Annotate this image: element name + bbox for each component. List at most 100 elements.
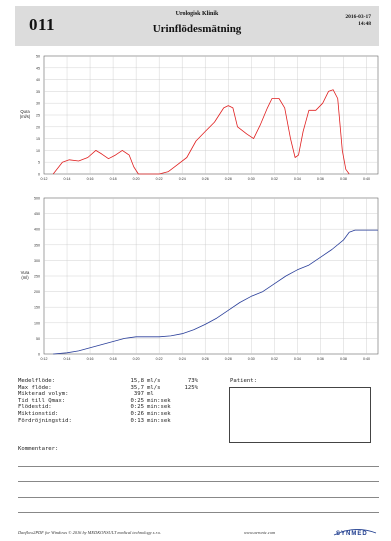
x-tick-label: 0:14 xyxy=(64,357,71,361)
footer-copyright: Danflow2PDF for Windows © 2016 by MEDKON… xyxy=(18,530,162,535)
x-tick-label: 0:32 xyxy=(271,177,278,181)
flow-rate-chart: 0 5 10 15 20 25 30 35 40 45 50 0:12 0:14 0:16 0:18 0:20… xyxy=(20,55,379,181)
x-tick-label: 0:22 xyxy=(156,177,163,181)
y-tick-label: 250 xyxy=(34,275,40,279)
comment-line xyxy=(18,512,379,513)
x-tick-label: 0:14 xyxy=(64,177,71,181)
result-unit: ml xyxy=(147,391,154,398)
y-axis-label: Vura xyxy=(21,270,30,275)
x-tick-label: 0:40 xyxy=(363,177,370,181)
x-tick-label: 0:24 xyxy=(179,177,186,181)
y-tick-label: 100 xyxy=(34,321,40,325)
y-tick-label: 0 xyxy=(38,173,40,177)
y-tick-label: 35 xyxy=(36,90,40,94)
series-line xyxy=(53,229,378,355)
report-time: 14:48 xyxy=(358,21,371,27)
series-line xyxy=(52,89,350,175)
x-tick-label: 0:18 xyxy=(110,357,117,361)
x-tick-label: 0:22 xyxy=(156,357,163,361)
patient-label: Patient: xyxy=(230,378,257,384)
result-value: 0:26 xyxy=(130,410,144,417)
x-tick-label: 0:12 xyxy=(41,357,48,361)
comment-line xyxy=(18,466,379,467)
x-tick-label: 0:16 xyxy=(87,357,94,361)
y-tick-label: 0 xyxy=(38,353,40,357)
x-tick-label: 0:32 xyxy=(271,357,278,361)
x-tick-label: 0:12 xyxy=(41,177,48,181)
y-tick-label: 10 xyxy=(36,149,40,153)
comments-label: Kommentarer: xyxy=(18,446,59,452)
footer-url: www.aeronic.com xyxy=(244,530,276,535)
result-value: 15,8 xyxy=(130,378,144,384)
y-tick-label: 500 xyxy=(34,197,40,201)
y-tick-label: 50 xyxy=(36,337,40,341)
y-tick-label: 40 xyxy=(36,78,40,82)
x-tick-label: 0:38 xyxy=(340,177,347,181)
x-tick-label: 0:26 xyxy=(202,357,209,361)
x-tick-label: 0:24 xyxy=(179,357,186,361)
result-label: Miktionstid: xyxy=(18,410,59,417)
y-axis-label: Qura xyxy=(20,109,30,114)
comment-line xyxy=(18,481,379,482)
result-label: Fördröjningstid: xyxy=(18,417,72,424)
x-tick-label: 0:30 xyxy=(248,357,255,361)
x-tick-label: 0:36 xyxy=(317,177,324,181)
record-id: 011 xyxy=(29,15,56,34)
y-tick-label: 400 xyxy=(34,228,40,232)
result-label: Max flöde: xyxy=(18,384,52,391)
result-label: Medelflöde: xyxy=(18,378,56,384)
report-datetime: 2016-03-17 14:48 xyxy=(345,14,371,28)
x-tick-label: 0:30 xyxy=(248,177,255,181)
report-date: 2016-03-17 xyxy=(345,14,371,20)
y-tick-label: 20 xyxy=(36,125,40,129)
result-label: Flödestid: xyxy=(18,404,52,411)
patient-box xyxy=(229,387,371,443)
y-tick-label: 200 xyxy=(34,290,40,294)
x-tick-label: 0:18 xyxy=(110,177,117,181)
x-tick-label: 0:26 xyxy=(202,177,209,181)
y-tick-label: 25 xyxy=(36,114,40,118)
y-tick-label: 30 xyxy=(36,102,40,106)
y-tick-label: 50 xyxy=(36,55,40,59)
y-tick-label: 15 xyxy=(36,137,40,141)
y-tick-label: 300 xyxy=(34,259,40,263)
x-tick-label: 0:34 xyxy=(294,177,301,181)
x-tick-label: 0:28 xyxy=(225,177,232,181)
y-axis-label: (ml/s) xyxy=(20,114,31,119)
synmed-logo xyxy=(333,529,377,536)
x-tick-label: 0:16 xyxy=(87,177,94,181)
result-percent: 73% xyxy=(187,378,198,384)
x-tick-label: 0:20 xyxy=(133,177,140,181)
result-unit: min:sek xyxy=(147,397,171,404)
y-tick-label: 5 xyxy=(38,161,40,165)
volume-chart: 0 50 100 150 200 250 300 350 400 450 500 0:12 0:14 0:… xyxy=(21,197,379,361)
y-tick-label: 450 xyxy=(34,212,40,216)
result-value: 0:13 xyxy=(130,417,144,424)
x-tick-label: 0:40 xyxy=(363,357,370,361)
x-tick-label: 0:36 xyxy=(317,357,324,361)
result-label: Mikterad volym: xyxy=(18,391,69,398)
x-tick-label: 0:28 xyxy=(225,357,232,361)
y-axis-label: (ml) xyxy=(21,275,29,280)
result-label: Tid till Qmax: xyxy=(18,397,66,404)
y-tick-label: 150 xyxy=(34,306,40,310)
report-title: Urinflödesmätning xyxy=(152,23,242,35)
result-unit: ml/s xyxy=(147,378,161,384)
result-value: 35,7 xyxy=(130,384,144,391)
result-unit: min:sek xyxy=(147,410,171,417)
result-unit: min:sek xyxy=(147,404,171,411)
result-unit: ml/s xyxy=(147,384,161,391)
result-value: 0:25 xyxy=(130,397,144,404)
logo-text: SYNMED xyxy=(336,531,368,537)
x-tick-label: 0:20 xyxy=(133,357,140,361)
y-tick-label: 350 xyxy=(34,243,40,247)
clinic-name: Urologisk Klinik xyxy=(175,11,219,17)
y-tick-label: 45 xyxy=(36,66,40,70)
result-percent: 125% xyxy=(184,384,198,391)
comment-line xyxy=(18,497,379,498)
result-value: 0:25 xyxy=(130,404,144,411)
x-tick-label: 0:38 xyxy=(340,357,347,361)
result-value: 397 xyxy=(133,391,144,398)
x-tick-label: 0:34 xyxy=(294,357,301,361)
